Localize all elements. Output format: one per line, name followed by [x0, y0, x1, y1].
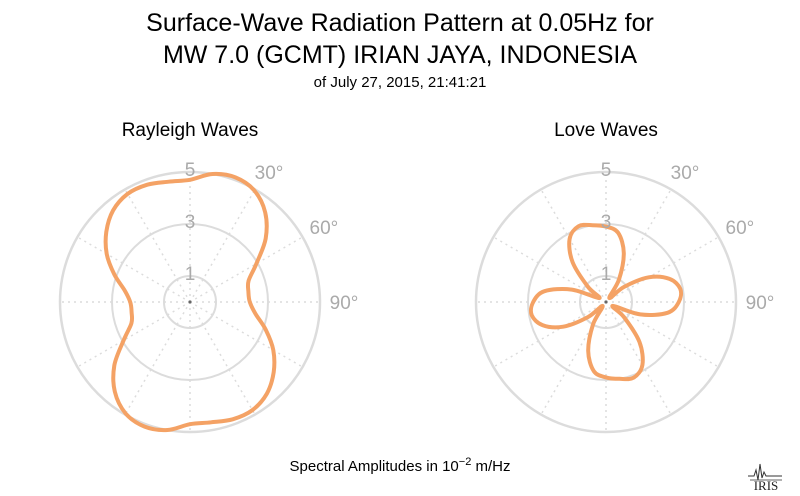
love-grid-spoke — [493, 236, 607, 303]
rayleigh-grid-spoke — [77, 301, 191, 368]
amplitude-units-caption: Spectral Amplitudes in 10−2 m/Hz — [0, 456, 800, 475]
iris-logo: IRIS — [748, 463, 782, 492]
rayleigh-angle-tick-label: 60° — [310, 218, 339, 239]
love-radial-tick-label: 1 — [601, 264, 612, 285]
love-radial-tick-label: 5 — [601, 160, 612, 181]
love-angle-tick-label: 90° — [746, 293, 775, 314]
caption-suffix: m/Hz — [471, 458, 511, 475]
rayleigh-panel-title: Rayleigh Waves — [121, 120, 259, 141]
love-grid-spoke — [540, 189, 607, 303]
rayleigh-angle-tick-label: 30° — [255, 163, 284, 184]
rayleigh-grid-spoke — [124, 189, 191, 303]
chart-subtitle-date: of July 27, 2015, 21:41:21 — [313, 74, 487, 91]
rayleigh-angle-tick-label: 90° — [330, 293, 359, 314]
caption-exponent: −2 — [458, 456, 472, 468]
rayleigh-grid-spoke — [189, 301, 303, 368]
rayleigh-grid-spoke — [189, 236, 303, 303]
love-angle-tick-label: 60° — [726, 218, 755, 239]
love-grid-spoke — [540, 301, 607, 415]
love-angle-tick-label: 30° — [671, 163, 700, 184]
love-grid-spoke — [605, 301, 672, 415]
rayleigh-radial-tick-label: 5 — [185, 160, 196, 181]
love-grid-spoke — [605, 236, 719, 303]
rayleigh-grid-ring-5 — [58, 170, 322, 434]
chart-title-line-1: Surface-Wave Radiation Pattern at 0.05Hz… — [146, 9, 654, 37]
rayleigh-polar-plot: 1 3 5 30° 60° 90° — [58, 160, 359, 434]
rayleigh-grid-spoke — [124, 301, 191, 415]
seismogram-icon — [748, 463, 782, 481]
love-grid-spoke — [605, 189, 672, 303]
chart-title-line-2: MW 7.0 (GCMT) IRIAN JAYA, INDONESIA — [162, 41, 638, 69]
love-amplitude-curve — [528, 222, 684, 382]
love-grid-spoke — [605, 301, 719, 368]
love-center-point — [604, 300, 608, 304]
love-radial-tick-label: 3 — [601, 212, 612, 233]
caption-prefix: Spectral Amplitudes in 10 — [289, 458, 459, 475]
love-polar-plot: 1 3 5 30° 60° 90° — [474, 160, 775, 434]
love-grid-ring-5 — [474, 170, 738, 434]
rayleigh-amplitude-curve — [103, 171, 277, 433]
rayleigh-radial-tick-label: 1 — [185, 264, 196, 285]
rayleigh-grid-spoke — [77, 236, 191, 303]
rayleigh-radial-tick-label: 3 — [185, 212, 196, 233]
love-grid-spoke — [493, 301, 607, 368]
rayleigh-center-point — [188, 300, 192, 304]
rayleigh-grid-spoke — [189, 189, 256, 303]
rayleigh-grid-spoke — [189, 301, 256, 415]
logo-wordmark: IRIS — [754, 478, 779, 492]
love-panel-title: Love Waves — [554, 120, 658, 141]
